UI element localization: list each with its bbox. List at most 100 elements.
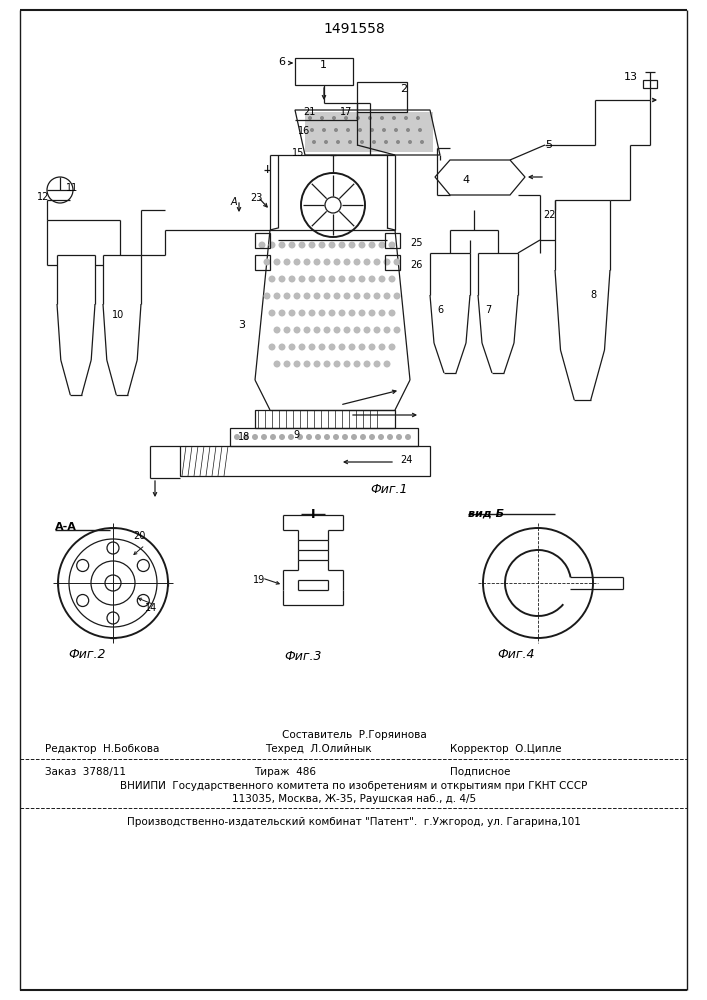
- Circle shape: [405, 434, 411, 440]
- Bar: [305, 112, 433, 152]
- Circle shape: [406, 128, 410, 132]
- Circle shape: [382, 128, 386, 132]
- Text: 19: 19: [253, 575, 265, 585]
- Bar: [295, 58, 353, 85]
- Circle shape: [318, 275, 325, 282]
- Circle shape: [389, 275, 395, 282]
- Text: 7: 7: [485, 305, 491, 315]
- Circle shape: [392, 116, 396, 120]
- Circle shape: [368, 310, 375, 316]
- Bar: [255, 233, 270, 248]
- Circle shape: [322, 128, 326, 132]
- Circle shape: [394, 292, 400, 300]
- Circle shape: [334, 326, 341, 334]
- Circle shape: [264, 292, 271, 300]
- Text: Редактор  Н.Бобкова: Редактор Н.Бобкова: [45, 744, 159, 754]
- Circle shape: [318, 344, 325, 351]
- Text: 113035, Москва, Ж-35, Раушская наб., д. 4/5: 113035, Москва, Ж-35, Раушская наб., д. …: [232, 794, 476, 804]
- Text: Фиг.4: Фиг.4: [497, 648, 534, 661]
- Circle shape: [358, 241, 366, 248]
- Text: 6: 6: [278, 57, 285, 67]
- Circle shape: [313, 292, 320, 300]
- Circle shape: [269, 241, 276, 248]
- Circle shape: [378, 241, 385, 248]
- Circle shape: [288, 344, 296, 351]
- Text: ВНИИПИ  Государственного комитета по изобретениям и открытиям при ГКНТ СССР: ВНИИПИ Государственного комитета по изоб…: [120, 781, 588, 791]
- Text: вид Б: вид Б: [468, 508, 504, 518]
- Text: 15: 15: [292, 148, 305, 158]
- Circle shape: [298, 310, 305, 316]
- Circle shape: [259, 241, 266, 248]
- Circle shape: [329, 310, 336, 316]
- Text: 22: 22: [543, 210, 556, 220]
- Circle shape: [313, 258, 320, 265]
- Circle shape: [408, 140, 412, 144]
- Circle shape: [394, 258, 400, 265]
- Text: Тираж  486: Тираж 486: [254, 767, 316, 777]
- Circle shape: [358, 344, 366, 351]
- Circle shape: [339, 310, 346, 316]
- Circle shape: [284, 292, 291, 300]
- Circle shape: [269, 275, 276, 282]
- Circle shape: [383, 326, 390, 334]
- Circle shape: [404, 116, 408, 120]
- Circle shape: [293, 326, 300, 334]
- Text: 21: 21: [303, 107, 315, 117]
- Text: 2: 2: [400, 84, 407, 94]
- Circle shape: [354, 360, 361, 367]
- Circle shape: [284, 360, 291, 367]
- Text: 10: 10: [112, 310, 124, 320]
- Circle shape: [339, 275, 346, 282]
- Circle shape: [303, 326, 310, 334]
- Circle shape: [373, 258, 380, 265]
- Text: 20: 20: [133, 531, 146, 541]
- Bar: [385, 255, 400, 270]
- Circle shape: [279, 310, 286, 316]
- Circle shape: [344, 360, 351, 367]
- Circle shape: [293, 258, 300, 265]
- Circle shape: [329, 344, 336, 351]
- Circle shape: [389, 310, 395, 316]
- Circle shape: [418, 128, 422, 132]
- Circle shape: [293, 360, 300, 367]
- Circle shape: [324, 360, 330, 367]
- Text: 6: 6: [437, 305, 443, 315]
- Circle shape: [389, 241, 395, 248]
- Circle shape: [269, 310, 276, 316]
- Circle shape: [389, 344, 395, 351]
- Text: Заказ  3788/11: Заказ 3788/11: [45, 767, 126, 777]
- Text: Корректор  О.Ципле: Корректор О.Ципле: [450, 744, 561, 754]
- Circle shape: [369, 434, 375, 440]
- Circle shape: [363, 292, 370, 300]
- Text: 23: 23: [250, 193, 262, 203]
- Circle shape: [264, 258, 271, 265]
- Circle shape: [370, 128, 374, 132]
- Text: 8: 8: [590, 290, 596, 300]
- Circle shape: [339, 241, 346, 248]
- Text: I: I: [311, 508, 315, 521]
- Bar: [643, 80, 657, 88]
- Circle shape: [306, 434, 312, 440]
- Text: I: I: [266, 165, 269, 175]
- Circle shape: [358, 310, 366, 316]
- Circle shape: [383, 360, 390, 367]
- Circle shape: [303, 292, 310, 300]
- Text: 26: 26: [410, 260, 422, 270]
- Circle shape: [312, 140, 316, 144]
- Circle shape: [380, 116, 384, 120]
- Circle shape: [378, 275, 385, 282]
- Circle shape: [288, 434, 294, 440]
- Text: 18: 18: [238, 432, 250, 442]
- Circle shape: [333, 434, 339, 440]
- Circle shape: [274, 326, 281, 334]
- Circle shape: [324, 258, 330, 265]
- Circle shape: [308, 116, 312, 120]
- Circle shape: [308, 241, 315, 248]
- Text: Техред  Л.Олийнык: Техред Л.Олийнык: [265, 744, 372, 754]
- Circle shape: [310, 128, 314, 132]
- Circle shape: [308, 310, 315, 316]
- Circle shape: [344, 258, 351, 265]
- Circle shape: [284, 326, 291, 334]
- Circle shape: [318, 241, 325, 248]
- Bar: [255, 410, 395, 428]
